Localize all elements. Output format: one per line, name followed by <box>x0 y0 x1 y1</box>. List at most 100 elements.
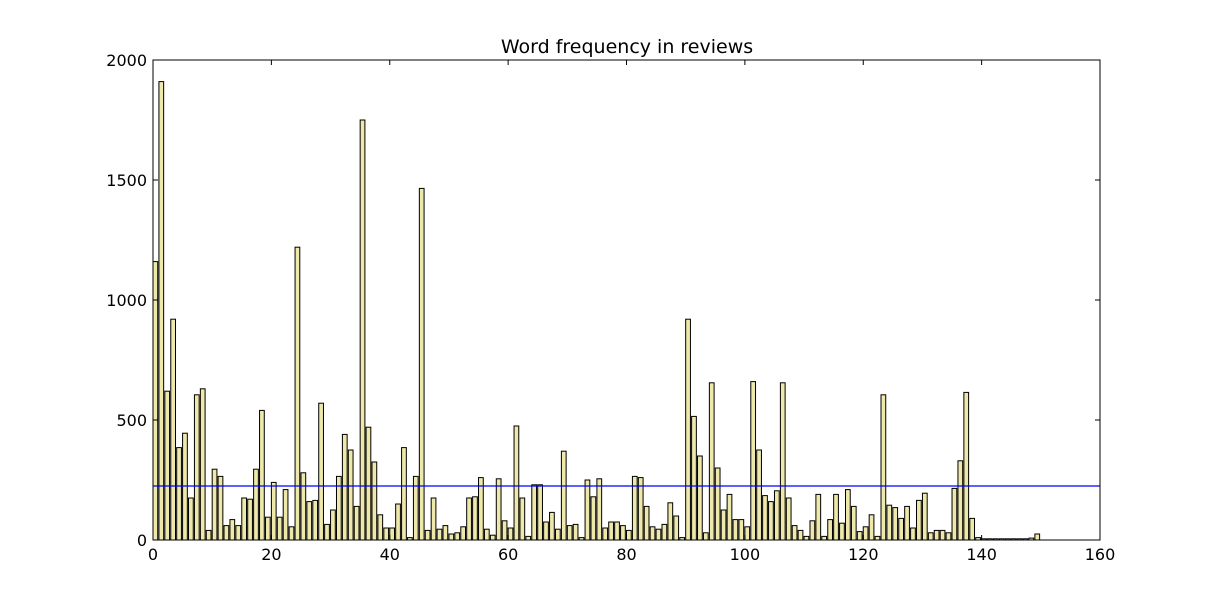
bar <box>608 521 614 541</box>
bar <box>732 519 739 541</box>
bar <box>720 509 727 541</box>
bar <box>495 478 502 541</box>
bar <box>833 493 839 541</box>
bar <box>785 497 792 541</box>
bar <box>862 526 869 541</box>
bar <box>673 515 680 541</box>
bar <box>667 502 674 541</box>
bar <box>839 522 845 541</box>
bar <box>288 526 295 541</box>
x-tick-label: 100 <box>730 545 761 564</box>
bar <box>543 521 549 541</box>
bar <box>750 381 757 541</box>
bar <box>324 523 330 541</box>
bar <box>531 484 538 541</box>
bar <box>188 497 194 541</box>
bar <box>211 468 218 541</box>
y-tick-label: 0 <box>137 531 147 550</box>
bar <box>158 81 165 541</box>
bar <box>259 409 265 541</box>
bar <box>489 534 496 541</box>
x-tick-label: 20 <box>261 545 281 564</box>
bar <box>738 519 745 541</box>
x-tick-label: 140 <box>966 545 997 564</box>
bar <box>306 501 313 541</box>
bar <box>951 487 958 541</box>
bar <box>341 433 348 541</box>
bar <box>253 468 259 541</box>
bar <box>483 528 490 541</box>
bar <box>649 526 656 541</box>
bar <box>270 481 277 541</box>
bar <box>868 514 875 541</box>
bar <box>590 496 597 541</box>
bar <box>377 514 384 541</box>
bar <box>921 492 928 541</box>
bar <box>347 449 354 541</box>
y-tick-label: 500 <box>116 411 147 430</box>
bar <box>424 529 431 541</box>
bar <box>809 520 816 541</box>
bar <box>933 529 940 541</box>
bar <box>691 415 697 541</box>
bar <box>892 507 899 541</box>
bar <box>507 527 514 541</box>
bar <box>768 501 774 541</box>
bar <box>626 529 632 541</box>
bar <box>708 382 715 541</box>
bar <box>430 497 437 541</box>
bar <box>602 527 609 541</box>
y-tick-label: 1500 <box>106 171 147 190</box>
bar <box>448 533 455 541</box>
x-tick-label: 40 <box>380 545 400 564</box>
bar <box>560 450 567 541</box>
bar <box>614 521 620 541</box>
bar <box>697 455 703 541</box>
bar <box>844 489 851 541</box>
bar <box>898 517 905 541</box>
bar <box>229 519 236 541</box>
bar <box>714 467 721 541</box>
x-tick-label: 120 <box>848 545 879 564</box>
bar <box>661 523 668 541</box>
bar <box>359 119 366 541</box>
bar <box>685 318 691 541</box>
bar <box>312 499 319 541</box>
bar <box>850 505 857 541</box>
bar <box>525 535 532 541</box>
bar <box>726 493 733 541</box>
bar <box>152 261 159 541</box>
bar <box>247 498 253 541</box>
bar <box>910 527 916 541</box>
bar <box>874 535 881 541</box>
bar <box>300 472 307 541</box>
bar <box>945 532 952 541</box>
bar <box>418 187 425 541</box>
bar <box>170 318 176 541</box>
bar <box>466 497 472 541</box>
bar <box>957 460 964 541</box>
bar <box>442 525 449 541</box>
bar <box>827 519 833 541</box>
bar <box>791 525 798 541</box>
bar <box>554 528 561 541</box>
bar <box>454 532 461 541</box>
bar <box>702 532 709 541</box>
bar <box>797 529 804 541</box>
bar <box>815 493 822 541</box>
bar <box>916 499 922 541</box>
bar <box>939 529 946 541</box>
bar <box>756 449 762 541</box>
y-axis: 0 500 1000 1500 2000 <box>106 51 1100 550</box>
bar <box>205 529 212 541</box>
bar <box>164 390 171 541</box>
bar <box>549 511 555 541</box>
bar <box>294 246 301 541</box>
x-tick-label: 0 <box>148 545 158 564</box>
bar <box>969 517 976 541</box>
bar <box>241 497 248 541</box>
bar <box>773 490 780 541</box>
bar <box>566 525 573 541</box>
bar <box>371 461 378 541</box>
